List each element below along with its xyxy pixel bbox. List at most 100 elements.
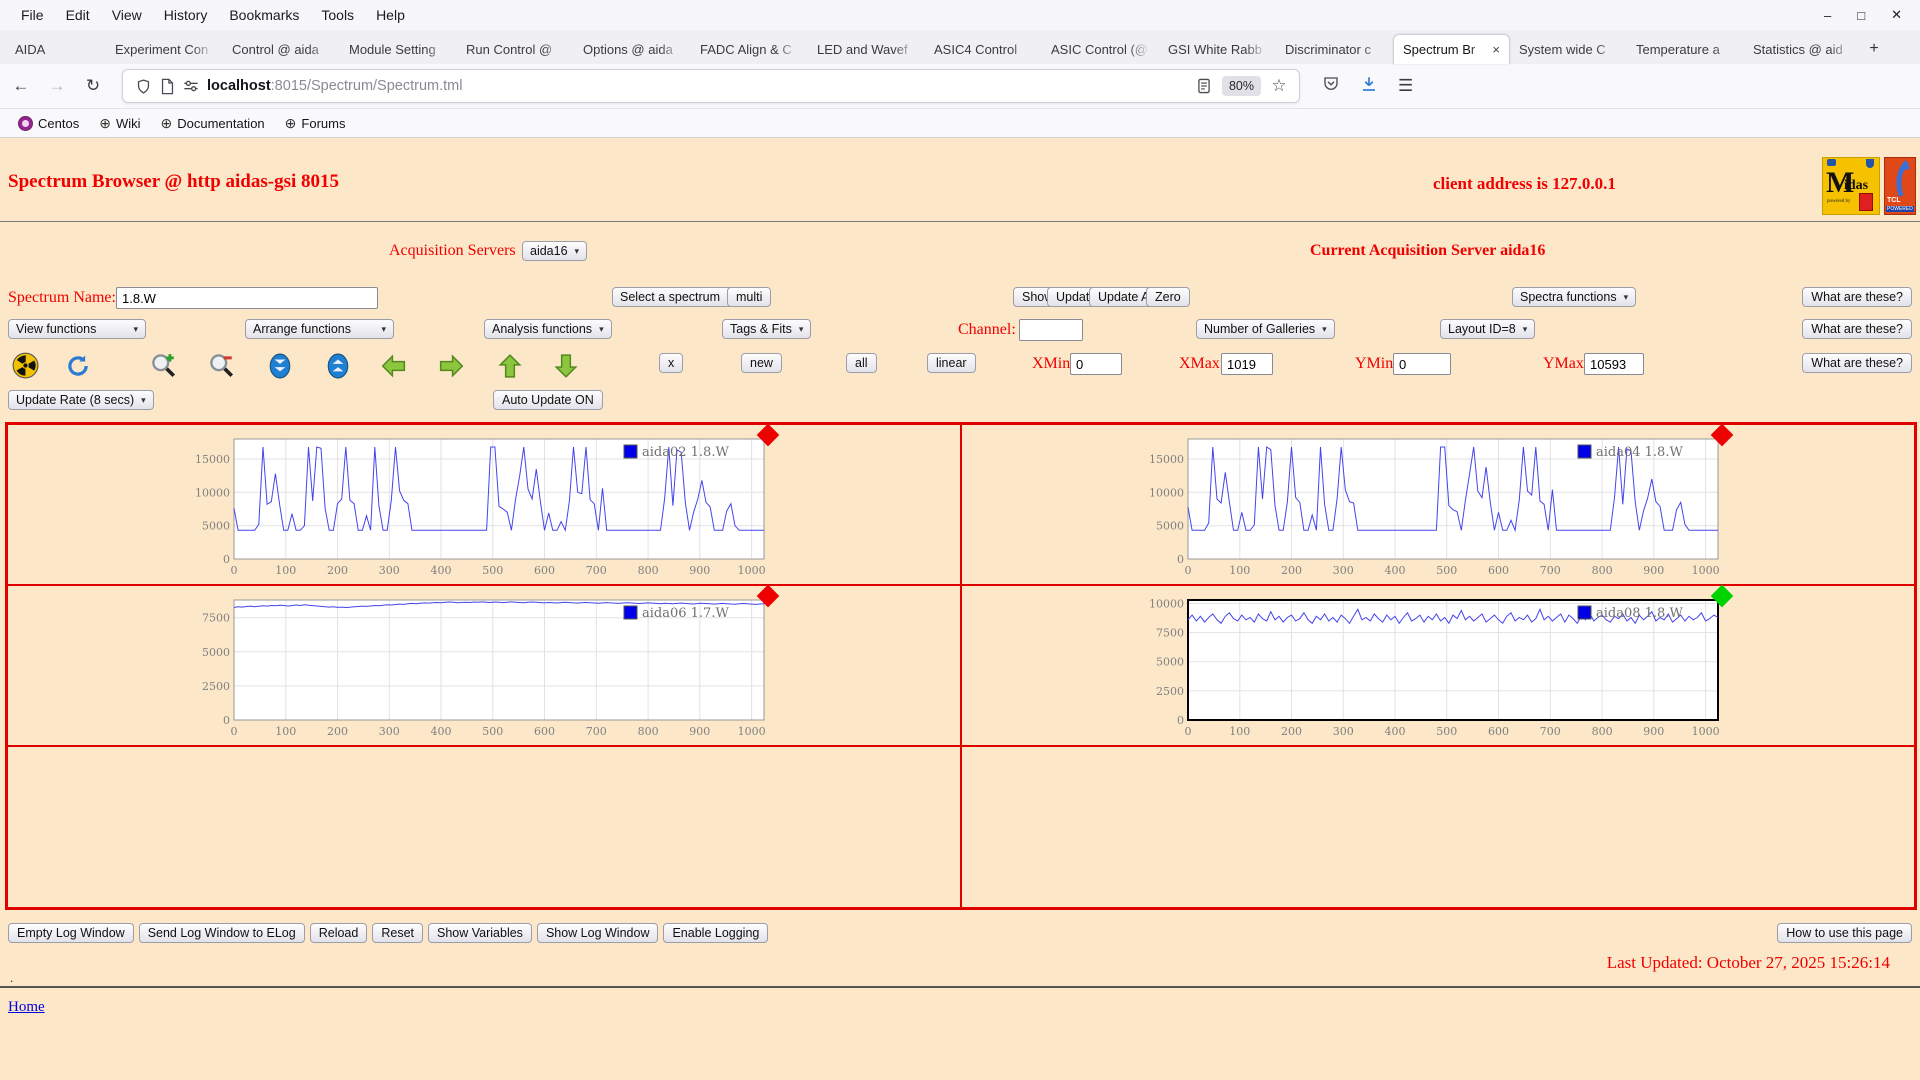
hamburger-menu-icon[interactable]: ☰ (1398, 76, 1413, 96)
reset-button[interactable]: Reset (372, 923, 423, 943)
scroll-up-icon[interactable] (324, 352, 351, 379)
arrow-right-icon[interactable] (438, 352, 465, 379)
spectrum-chart-aida06[interactable]: 0100200300400500600700800900100002500500… (194, 594, 774, 745)
close-button[interactable]: ✕ (1891, 7, 1902, 23)
show-variables-button[interactable]: Show Variables (428, 923, 532, 943)
forward-button[interactable]: → (42, 71, 72, 101)
downloads-icon[interactable] (1360, 75, 1378, 98)
scroll-down-icon[interactable] (266, 352, 293, 379)
globe-icon: ⊕ (160, 115, 172, 132)
zoom-in-icon[interactable] (150, 352, 177, 379)
svg-text:700: 700 (586, 725, 607, 738)
browser-tab[interactable]: Statistics @ aid (1744, 34, 1861, 64)
page-icon[interactable] (155, 78, 179, 95)
tab-close-icon[interactable]: × (1492, 42, 1500, 57)
browser-tab[interactable]: Experiment Con (106, 34, 223, 64)
analysis-functions-dropdown[interactable]: Analysis functions▾ (484, 319, 612, 339)
gallery-cell-3: 0100200300400500600700800900100002500500… (7, 585, 961, 746)
spectra-functions-dropdown[interactable]: Spectra functions▾ (1512, 287, 1636, 307)
zero-button[interactable]: Zero (1146, 287, 1190, 307)
browser-tab[interactable]: Run Control @ (457, 34, 574, 64)
channel-input[interactable] (1019, 319, 1083, 341)
browser-tab[interactable]: Spectrum Br× (1393, 34, 1510, 64)
send-log-window-to-elog-button[interactable]: Send Log Window to ELog (139, 923, 305, 943)
select-spectrum-dropdown[interactable]: Select a spectrum▾ (612, 287, 740, 307)
linear-button[interactable]: linear (927, 353, 976, 373)
new-button[interactable]: new (741, 353, 782, 373)
refresh-icon[interactable] (64, 352, 91, 379)
arrow-left-icon[interactable] (380, 352, 407, 379)
arrow-down-icon[interactable] (552, 352, 579, 379)
layout-id-dropdown[interactable]: Layout ID=8▾ (1440, 319, 1535, 339)
reload-button[interactable]: Reload (310, 923, 368, 943)
number-of-galleries-dropdown[interactable]: Number of Galleries▾ (1196, 319, 1335, 339)
svg-text:10000: 10000 (1149, 486, 1184, 499)
menu-bookmarks[interactable]: Bookmarks (218, 7, 310, 23)
bookmark-star-icon[interactable]: ☆ (1267, 76, 1291, 96)
ymin-input[interactable] (1393, 353, 1451, 375)
browser-tab[interactable]: GSI White Rabb (1159, 34, 1276, 64)
spectrum-chart-aida02[interactable]: 0100200300400500600700800900100005000100… (194, 433, 774, 584)
spectrum-chart-aida08[interactable]: 0100200300400500600700800900100002500500… (1148, 594, 1728, 745)
what-are-these-button-2[interactable]: What are these? (1802, 319, 1912, 339)
menu-edit[interactable]: Edit (55, 7, 101, 23)
browser-tab[interactable]: Options @ aida (574, 34, 691, 64)
multi-button[interactable]: multi (727, 287, 771, 307)
browser-tab[interactable]: Control @ aida (223, 34, 340, 64)
menu-history[interactable]: History (153, 7, 219, 23)
browser-tab[interactable]: FADC Align & C (691, 34, 808, 64)
menu-view[interactable]: View (101, 7, 153, 23)
x-axis-button[interactable]: x (659, 353, 683, 373)
spectrum-chart-aida04[interactable]: 0100200300400500600700800900100005000100… (1148, 433, 1728, 584)
auto-update-button[interactable]: Auto Update ON (493, 390, 603, 410)
browser-tab[interactable]: Discriminator c (1276, 34, 1393, 64)
zoom-out-icon[interactable] (208, 352, 235, 379)
browser-tab[interactable]: Temperature a (1627, 34, 1744, 64)
arrow-up-icon[interactable] (496, 352, 523, 379)
ymax-input[interactable] (1584, 353, 1644, 375)
browser-tab[interactable]: AIDA (6, 34, 106, 64)
what-are-these-button-3[interactable]: What are these? (1802, 353, 1912, 373)
reader-view-icon[interactable] (1192, 78, 1216, 94)
bookmark-centos[interactable]: Centos (10, 116, 87, 131)
tags-fits-dropdown[interactable]: Tags & Fits▾ (722, 319, 811, 339)
menu-file[interactable]: File (10, 7, 55, 23)
minimize-button[interactable]: – (1824, 8, 1831, 23)
enable-logging-button[interactable]: Enable Logging (663, 923, 768, 943)
browser-tab[interactable]: ASIC Control (@ (1042, 34, 1159, 64)
browser-tab[interactable]: ASIC4 Control (925, 34, 1042, 64)
spectrum-name-input[interactable] (116, 287, 378, 309)
back-button[interactable]: ← (6, 71, 36, 101)
url-text[interactable]: localhost:8015/Spectrum/Spectrum.tml (207, 78, 1192, 94)
acquisition-server-select[interactable]: aida16▾ (522, 241, 587, 261)
arrange-functions-dropdown[interactable]: Arrange functions▾ (245, 319, 394, 339)
how-to-use-button[interactable]: How to use this page (1777, 923, 1912, 943)
radioactive-icon[interactable] (12, 352, 39, 379)
pocket-icon[interactable] (1322, 75, 1340, 98)
menu-help[interactable]: Help (365, 7, 416, 23)
reload-button[interactable]: ↻ (78, 71, 108, 101)
spectrum-name-label: Spectrum Name: (8, 289, 116, 307)
view-functions-dropdown[interactable]: View functions▾ (8, 319, 146, 339)
what-are-these-button-1[interactable]: What are these? (1802, 287, 1912, 307)
update-rate-dropdown[interactable]: Update Rate (8 secs)▾ (8, 390, 154, 410)
url-bar[interactable]: localhost:8015/Spectrum/Spectrum.tml 80%… (122, 69, 1300, 103)
bookmark-documentation[interactable]: ⊕Documentation (152, 115, 272, 132)
menu-tools[interactable]: Tools (310, 7, 365, 23)
new-tab-button[interactable]: + (1861, 36, 1887, 62)
permissions-icon[interactable] (179, 79, 203, 93)
bookmark-wiki[interactable]: ⊕Wiki (91, 115, 148, 132)
maximize-button[interactable]: □ (1857, 8, 1865, 23)
show-log-window-button[interactable]: Show Log Window (537, 923, 659, 943)
home-link[interactable]: Home (8, 999, 45, 1016)
xmin-input[interactable] (1070, 353, 1122, 375)
empty-log-window-button[interactable]: Empty Log Window (8, 923, 134, 943)
xmax-input[interactable] (1221, 353, 1273, 375)
bookmark-forums[interactable]: ⊕Forums (277, 115, 354, 132)
browser-tab[interactable]: LED and Wavef (808, 34, 925, 64)
browser-tab[interactable]: System wide C (1510, 34, 1627, 64)
browser-tab[interactable]: Module Setting (340, 34, 457, 64)
shield-icon[interactable] (131, 78, 155, 95)
zoom-level-badge[interactable]: 80% (1222, 76, 1261, 96)
all-button[interactable]: all (846, 353, 877, 373)
